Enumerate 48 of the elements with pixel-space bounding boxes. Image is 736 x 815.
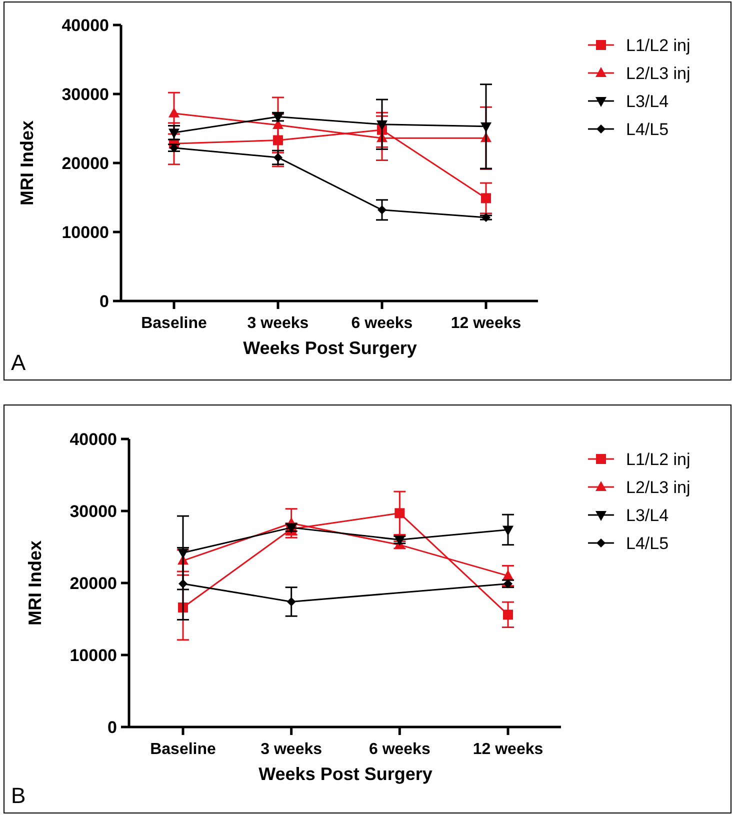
y-tick-label: 10000: [62, 222, 109, 242]
text: B: [11, 783, 26, 808]
x-tick-label: Baseline: [141, 315, 208, 332]
point: [502, 570, 514, 580]
legend-label: L1/L2 inj: [626, 450, 690, 469]
y-tick-label: 20000: [70, 574, 117, 593]
point: [480, 122, 492, 132]
legend-label: L2/L3 inj: [626, 64, 690, 83]
point: [168, 128, 180, 139]
x-axis-title: Weeks Post Surgery: [258, 764, 432, 784]
point: [394, 508, 405, 518]
point: [504, 579, 512, 588]
point: [481, 193, 491, 204]
point: [286, 597, 296, 606]
point: [502, 526, 514, 536]
legend-label: L4/L5: [626, 120, 669, 139]
y-tick-label: 40000: [70, 430, 117, 449]
x-axis-title: Weeks Post Surgery: [243, 338, 417, 358]
x-tick-label: 3 weeks: [260, 741, 322, 758]
point: [503, 610, 513, 620]
x-tick-label: 3 weeks: [247, 315, 309, 332]
point: [482, 213, 490, 222]
point: [376, 120, 388, 130]
point: [274, 152, 282, 162]
y-tick-label: 40000: [62, 16, 109, 35]
x-tick-label: Baseline: [150, 741, 216, 758]
y-tick-label: 20000: [62, 154, 109, 173]
legend-label: L2/L3 inj: [626, 478, 690, 497]
point: [178, 579, 188, 588]
point: [168, 107, 180, 118]
legend-label: L1/L2 inj: [626, 36, 690, 55]
legend-label: L3/L4: [626, 506, 669, 525]
y-tick-label: 0: [100, 292, 109, 311]
y-tick-label: 30000: [62, 84, 109, 104]
point: [378, 205, 386, 214]
y-tick-label: 0: [108, 718, 117, 737]
x-tick-label: 6 weeks: [351, 315, 413, 332]
x-tick-label: 6 weeks: [368, 741, 430, 758]
y-axis-title: MRI Index: [25, 540, 45, 626]
x-tick-label: 12 weeks: [450, 315, 522, 332]
legend-label: L3/L4: [626, 92, 669, 111]
y-tick-label: 10000: [70, 646, 117, 665]
y-axis-title: MRI Index: [17, 120, 37, 206]
point: [170, 143, 178, 152]
y-tick-label: 30000: [70, 502, 117, 521]
legend-label: L4/L5: [626, 534, 669, 553]
x-tick-label: 12 weeks: [472, 741, 544, 758]
text: A: [11, 350, 26, 375]
